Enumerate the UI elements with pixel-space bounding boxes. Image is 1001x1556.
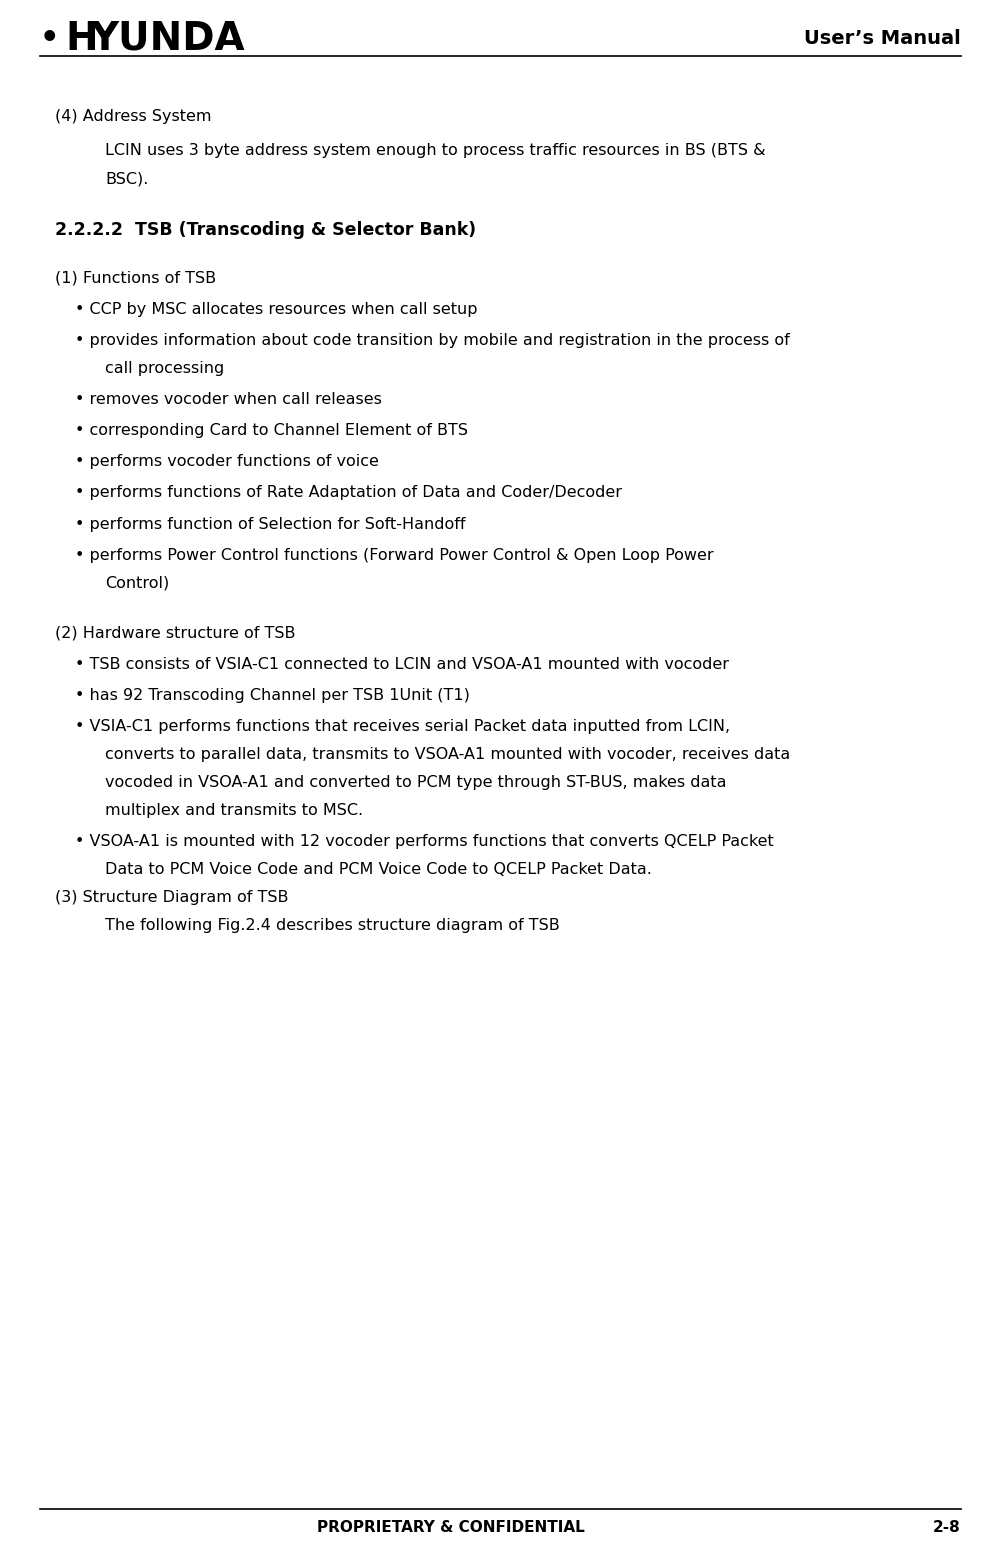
Text: • removes vocoder when call releases: • removes vocoder when call releases [75,392,382,408]
Text: call processing: call processing [105,361,224,377]
Text: • TSB consists of VSIA-C1 connected to LCIN and VSOA-A1 mounted with vocoder: • TSB consists of VSIA-C1 connected to L… [75,657,729,672]
Text: vocoded in VSOA-A1 and converted to PCM type through ST-BUS, makes data: vocoded in VSOA-A1 and converted to PCM … [105,775,727,790]
Text: • performs function of Selection for Soft-Handoff: • performs function of Selection for Sof… [75,517,465,532]
Text: • VSOA-A1 is mounted with 12 vocoder performs functions that converts QCELP Pack: • VSOA-A1 is mounted with 12 vocoder per… [75,834,774,850]
Text: User’s Manual: User’s Manual [804,30,961,48]
Text: • provides information about code transition by mobile and registration in the p: • provides information about code transi… [75,333,790,349]
Text: (2) Hardware structure of TSB: (2) Hardware structure of TSB [55,626,295,641]
Text: 2-8: 2-8 [933,1520,961,1536]
Text: • corresponding Card to Channel Element of BTS: • corresponding Card to Channel Element … [75,423,468,439]
Text: 2.2.2.2  TSB (Transcoding & Selector Bank): 2.2.2.2 TSB (Transcoding & Selector Bank… [55,221,476,240]
Text: • has 92 Transcoding Channel per TSB 1Unit (T1): • has 92 Transcoding Channel per TSB 1Un… [75,688,469,703]
Text: • CCP by MSC allocates resources when call setup: • CCP by MSC allocates resources when ca… [75,302,477,317]
Text: Control): Control) [105,576,169,591]
Text: multiplex and transmits to MSC.: multiplex and transmits to MSC. [105,803,363,818]
Text: LCIN uses 3 byte address system enough to process traffic resources in BS (BTS &: LCIN uses 3 byte address system enough t… [105,143,766,159]
Text: H: H [65,20,98,58]
Text: YUNDA: YUNDA [90,20,244,58]
Text: (3) Structure Diagram of TSB: (3) Structure Diagram of TSB [55,890,288,906]
Text: • performs functions of Rate Adaptation of Data and Coder/Decoder: • performs functions of Rate Adaptation … [75,485,622,501]
Text: PROPRIETARY & CONFIDENTIAL: PROPRIETARY & CONFIDENTIAL [316,1520,585,1536]
Text: The following Fig.2.4 describes structure diagram of TSB: The following Fig.2.4 describes structur… [105,918,560,934]
Text: (1) Functions of TSB: (1) Functions of TSB [55,271,216,286]
Text: • performs vocoder functions of voice: • performs vocoder functions of voice [75,454,379,470]
Text: • VSIA-C1 performs functions that receives serial Packet data inputted from LCIN: • VSIA-C1 performs functions that receiv… [75,719,730,734]
Text: •: • [40,25,59,53]
Text: converts to parallel data, transmits to VSOA-A1 mounted with vocoder, receives d: converts to parallel data, transmits to … [105,747,791,762]
Text: (4) Address System: (4) Address System [55,109,211,124]
Text: • performs Power Control functions (Forward Power Control & Open Loop Power: • performs Power Control functions (Forw… [75,548,714,563]
Text: BSC).: BSC). [105,171,148,187]
Text: Data to PCM Voice Code and PCM Voice Code to QCELP Packet Data.: Data to PCM Voice Code and PCM Voice Cod… [105,862,652,878]
